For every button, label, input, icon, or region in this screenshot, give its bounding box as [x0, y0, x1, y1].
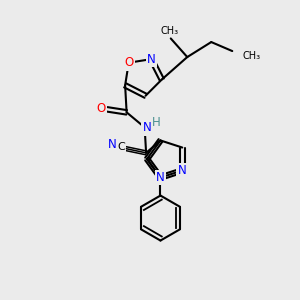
Text: N: N: [156, 171, 165, 184]
Text: C: C: [117, 142, 125, 152]
Text: CH₃: CH₃: [160, 26, 178, 36]
Text: O: O: [124, 56, 133, 69]
Text: CH₃: CH₃: [243, 51, 261, 61]
Text: N: N: [178, 164, 187, 177]
Text: N: N: [147, 52, 156, 66]
Text: O: O: [97, 102, 106, 115]
Text: N: N: [143, 122, 152, 134]
Text: N: N: [108, 138, 117, 151]
Text: H: H: [152, 116, 161, 129]
